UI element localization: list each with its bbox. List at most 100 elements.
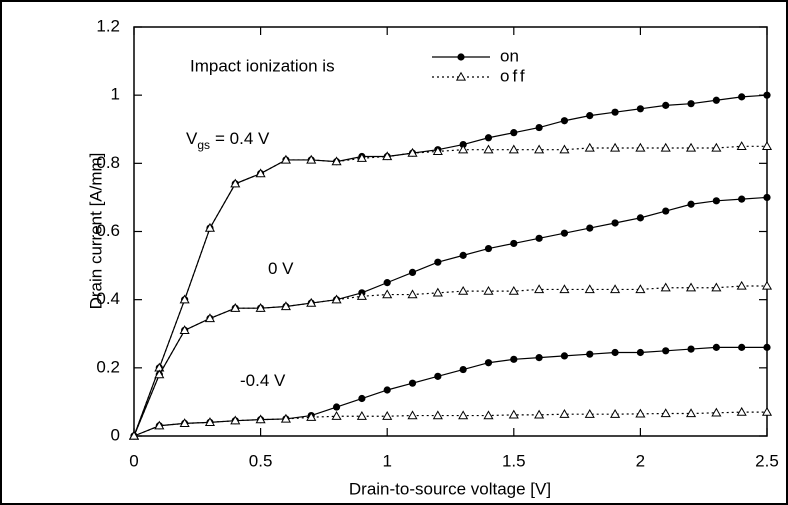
marker [584,284,595,294]
y-tick-label: 0 [111,425,120,444]
marker [483,144,494,154]
curve-label-main: -0.4 V [240,371,286,390]
marker [434,372,442,380]
marker [280,413,291,423]
marker [484,244,493,253]
marker [662,347,670,355]
marker [687,100,695,108]
marker [660,408,671,418]
marker [382,151,393,161]
x-axis-label: Drain-to-source voltage [V] [349,479,551,498]
marker [534,409,545,419]
marker [383,279,391,287]
marker [483,285,494,295]
x-tick-label: 1 [382,451,391,470]
marker [662,207,670,215]
marker [635,408,646,418]
marker [331,411,342,420]
curve-label: 0 V [268,259,294,278]
marker [508,409,519,419]
marker [255,414,266,424]
marker [586,224,594,232]
y-axis-label: Drain current [A/mm] [86,153,105,310]
marker [559,284,570,294]
x-tick-label: 1.5 [502,451,526,470]
marker [761,280,773,290]
marker [407,289,418,299]
marker [356,153,367,162]
marker [280,154,291,164]
marker [204,417,216,427]
marker [358,394,366,403]
marker [383,386,391,394]
marker [432,410,443,420]
marker [685,408,697,418]
y-tick-label: 1 [111,85,120,104]
marker [586,112,594,120]
marker [712,197,720,205]
marker [382,411,393,420]
marker [736,141,747,150]
marker [459,251,467,259]
series-line [133,285,767,437]
marker [535,234,543,242]
marker [763,343,771,351]
marker [204,313,216,323]
marker [255,302,266,312]
marker [204,222,216,232]
marker [483,410,494,420]
marker [306,412,317,421]
marker [711,282,722,292]
marker [179,418,190,428]
marker [154,420,165,430]
marker [560,352,569,360]
marker [457,53,465,61]
marker [687,345,695,353]
marker [407,410,418,420]
marker [610,408,621,418]
marker [407,147,418,157]
marker [535,354,543,362]
marker [484,134,493,142]
curve-label: -0.4 V [240,371,286,390]
x-tick-label: 2.5 [755,451,779,470]
marker [484,359,493,367]
marker [535,123,543,132]
curve-label-main: 0 V [268,259,294,278]
marker [255,168,266,178]
marker [761,141,773,150]
marker [584,408,595,418]
marker [712,343,720,351]
marker [611,348,619,357]
marker [356,291,367,300]
marker [280,301,291,311]
marker [332,403,341,411]
marker [434,258,442,266]
curve-label: Vgs = 0.4 V [186,129,270,152]
y-tick-label: 0.2 [96,357,120,376]
marker [331,156,342,166]
marker [179,294,190,304]
curve-label-main: V [186,129,198,148]
marker [738,93,746,101]
series-line [133,346,767,437]
legend-label: on [500,46,519,65]
marker [408,379,417,387]
x-tick-label: 0.5 [249,451,273,470]
marker [432,146,443,156]
marker [586,350,594,358]
marker [711,142,722,152]
y-tick-label: 0.4 [96,289,120,308]
marker [510,239,518,248]
marker [611,219,619,227]
marker [763,193,771,202]
marker [660,142,671,152]
curve-label-sub: gs [197,138,210,152]
marker [636,348,645,357]
y-tick-label: 0.6 [96,221,120,240]
marker [662,101,670,109]
marker [635,284,646,294]
x-tick-label: 0 [129,451,138,470]
y-tick-label: 0.8 [96,153,120,172]
